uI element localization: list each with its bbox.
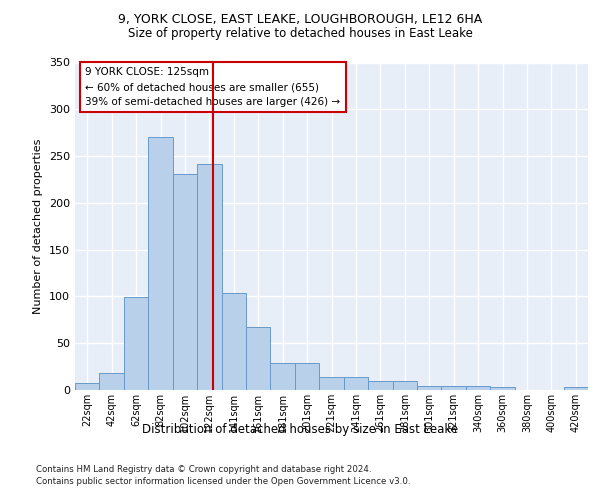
Bar [442,386,466,390]
Y-axis label: Number of detached properties: Number of detached properties [34,138,43,314]
Bar [75,384,100,390]
Text: Distribution of detached houses by size in East Leake: Distribution of detached houses by size … [142,422,458,436]
Bar [295,363,319,390]
Text: Size of property relative to detached houses in East Leake: Size of property relative to detached ho… [128,28,472,40]
Bar [173,174,197,390]
Bar [563,387,588,390]
Bar [124,298,148,390]
Text: 9 YORK CLOSE: 125sqm
← 60% of detached houses are smaller (655)
39% of semi-deta: 9 YORK CLOSE: 125sqm ← 60% of detached h… [85,68,340,107]
Text: Contains HM Land Registry data © Crown copyright and database right 2024.: Contains HM Land Registry data © Crown c… [36,465,371,474]
Text: Contains public sector information licensed under the Open Government Licence v3: Contains public sector information licen… [36,478,410,486]
Bar [246,328,271,390]
Bar [392,380,417,390]
Bar [148,138,173,390]
Bar [197,164,221,390]
Bar [417,386,442,390]
Bar [344,377,368,390]
Bar [100,373,124,390]
Bar [490,387,515,390]
Bar [221,292,246,390]
Bar [368,380,392,390]
Bar [271,363,295,390]
Bar [466,386,490,390]
Bar [319,377,344,390]
Text: 9, YORK CLOSE, EAST LEAKE, LOUGHBOROUGH, LE12 6HA: 9, YORK CLOSE, EAST LEAKE, LOUGHBOROUGH,… [118,12,482,26]
